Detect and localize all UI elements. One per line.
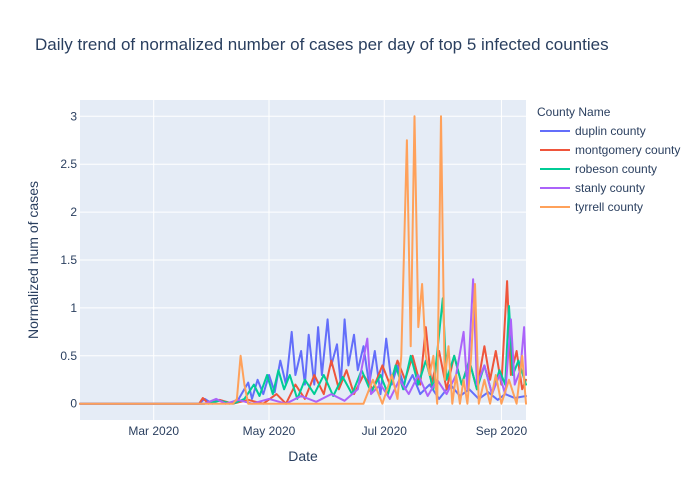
y-tick-label: 3 — [70, 109, 77, 123]
series-lines — [79, 115, 527, 405]
x-tick-label: Sep 2020 — [476, 424, 528, 438]
legend-label: tyrrell county — [575, 200, 643, 214]
x-tick-label: Jul 2020 — [362, 424, 408, 438]
legend-items: duplin county montgomery county robeson co… — [540, 124, 680, 214]
tick-labels: 0 0.5 1 1.5 2 2.5 3 Mar 2020 May 2020 Jul 2020 Sep… — [60, 109, 527, 438]
y-tick-label: 2.5 — [60, 157, 77, 171]
legend-label: robeson county — [575, 162, 657, 176]
y-tick-label: 2 — [70, 205, 77, 219]
legend-label: stanly county — [575, 181, 645, 195]
x-tick-label: Mar 2020 — [128, 424, 179, 438]
y-tick-label: 1 — [70, 301, 77, 315]
x-tick-label: May 2020 — [243, 424, 296, 438]
y-tick-label: 0.5 — [60, 349, 77, 363]
y-axis-title: Normalized num of cases — [25, 181, 41, 339]
legend-item-robeson-county[interactable]: robeson county — [540, 162, 657, 176]
legend-item-tyrrell-county[interactable]: tyrrell county — [540, 200, 643, 214]
legend-label: montgomery county — [575, 143, 680, 157]
legend-title: County Name — [537, 105, 611, 119]
legend-item-stanly-county[interactable]: stanly county — [540, 181, 645, 195]
legend-item-montgomery-county[interactable]: montgomery county — [540, 143, 680, 157]
x-axis-title: Date — [288, 448, 318, 464]
chart-title: Daily trend of normalized number of case… — [35, 35, 609, 54]
legend-item-duplin-county[interactable]: duplin county — [540, 124, 646, 138]
y-tick-label: 0 — [70, 397, 77, 411]
series-line-tyrrell-county — [79, 115, 527, 405]
legend: County Name duplin county montgomery coun… — [537, 105, 680, 214]
series-line-stanly-county — [79, 278, 527, 405]
y-tick-label: 1.5 — [60, 253, 77, 267]
legend-label: duplin county — [575, 124, 646, 138]
